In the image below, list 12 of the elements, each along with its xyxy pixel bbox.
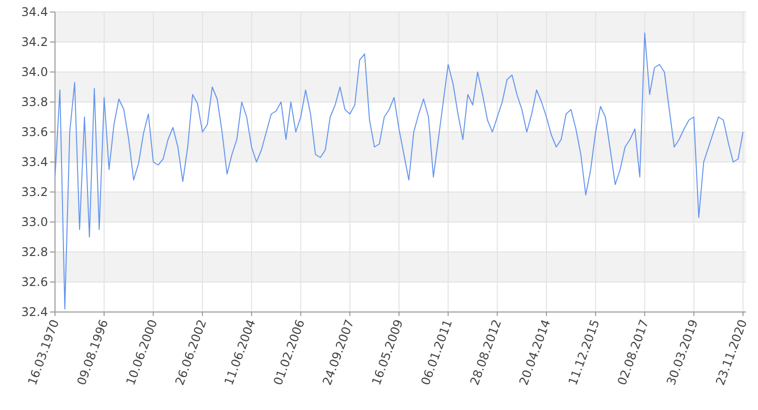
y-tick-label: 34.4 <box>21 5 48 20</box>
y-tick-label: 32.4 <box>21 305 48 320</box>
line-series <box>54 32 744 310</box>
y-tick-label: 33.8 <box>21 95 48 110</box>
y-tick-label: 33.0 <box>21 215 48 230</box>
y-tick-label: 34.2 <box>21 35 48 50</box>
y-tick-label: 32.8 <box>21 245 48 260</box>
y-tick-label: 33.2 <box>21 185 48 200</box>
y-tick-label: 33.4 <box>21 155 48 170</box>
y-tick-label: 33.6 <box>21 125 48 140</box>
y-tick-label: 32.6 <box>21 275 48 290</box>
y-tick-label: 34.0 <box>21 65 48 80</box>
